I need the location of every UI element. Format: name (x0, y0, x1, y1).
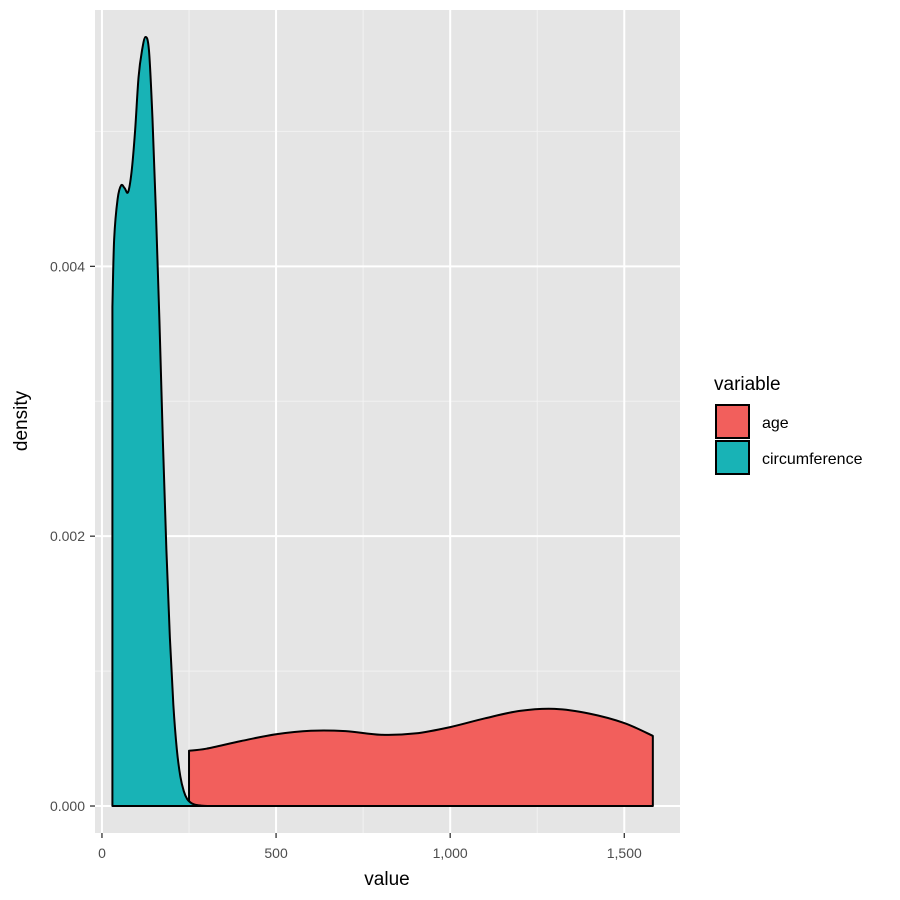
x-axis-title: value (364, 869, 409, 890)
legend-title: variable (714, 374, 781, 395)
legend-label-age: age (762, 415, 789, 432)
x-tick-label: 1,000 (433, 845, 468, 861)
x-tick-label: 0 (98, 845, 106, 861)
x-tick-label: 500 (264, 845, 288, 861)
y-axis-title: density (11, 390, 32, 451)
density-area-age (188, 707, 654, 808)
y-tick-label: 0.002 (50, 528, 85, 544)
axes: 0 500 1,000 1,500 0.000 0.002 0.004 (50, 258, 642, 861)
y-tick-label: 0.000 (50, 798, 85, 814)
legend-key-circumference (715, 440, 750, 475)
legend-label-circumference: circumference (762, 451, 863, 468)
y-tick-label: 0.004 (50, 258, 85, 274)
legend-key-age (715, 404, 750, 439)
density-areas (111, 35, 654, 808)
minor-gridlines (95, 10, 680, 833)
legend: variable age circumference (714, 374, 863, 475)
density-area-circumference (111, 35, 210, 808)
plot-panel (95, 10, 680, 833)
x-tick-label: 1,500 (607, 845, 642, 861)
